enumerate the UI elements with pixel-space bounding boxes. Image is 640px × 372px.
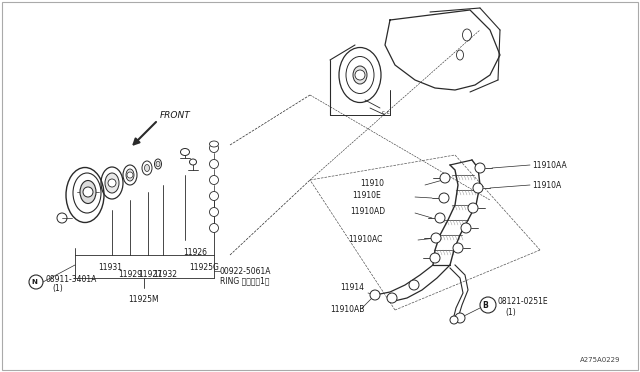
Text: RING リング（1）: RING リング（1）: [220, 276, 269, 285]
Circle shape: [439, 193, 449, 203]
Circle shape: [450, 316, 458, 324]
Text: 11931: 11931: [98, 263, 122, 272]
Ellipse shape: [80, 180, 96, 203]
Circle shape: [435, 213, 445, 223]
Text: 08911-3401A: 08911-3401A: [46, 275, 97, 283]
Text: 11910AD: 11910AD: [350, 208, 385, 217]
Ellipse shape: [180, 148, 189, 155]
Circle shape: [83, 187, 93, 197]
Circle shape: [453, 243, 463, 253]
Ellipse shape: [145, 164, 150, 171]
Circle shape: [409, 280, 419, 290]
Circle shape: [475, 163, 485, 173]
Circle shape: [355, 70, 365, 80]
Text: B: B: [482, 301, 488, 310]
Text: 00922-5061A: 00922-5061A: [220, 266, 271, 276]
Circle shape: [209, 224, 218, 232]
Text: (1): (1): [52, 285, 63, 294]
Text: 11925M: 11925M: [129, 295, 159, 304]
Circle shape: [455, 313, 465, 323]
Circle shape: [370, 290, 380, 300]
Text: 11910AA: 11910AA: [532, 160, 567, 170]
Text: 11926: 11926: [183, 248, 207, 257]
Circle shape: [209, 144, 218, 153]
Text: 11910AB: 11910AB: [330, 305, 364, 314]
Circle shape: [430, 253, 440, 263]
Circle shape: [209, 208, 218, 217]
Text: 11914: 11914: [340, 282, 364, 292]
Circle shape: [209, 176, 218, 185]
Text: 11927: 11927: [138, 270, 162, 279]
Circle shape: [387, 293, 397, 303]
Text: N: N: [31, 279, 37, 285]
Ellipse shape: [105, 173, 119, 193]
Text: A275A0229: A275A0229: [579, 357, 620, 363]
Ellipse shape: [189, 159, 196, 165]
Circle shape: [108, 179, 116, 187]
Ellipse shape: [353, 66, 367, 84]
Circle shape: [461, 223, 471, 233]
Ellipse shape: [156, 161, 160, 167]
Circle shape: [468, 203, 478, 213]
Text: 11925G: 11925G: [189, 263, 219, 272]
Circle shape: [209, 192, 218, 201]
Text: 11910AC: 11910AC: [348, 235, 382, 244]
Text: FRONT: FRONT: [160, 110, 191, 119]
Circle shape: [209, 160, 218, 169]
Text: 08121-0251E: 08121-0251E: [498, 298, 548, 307]
Circle shape: [127, 172, 133, 178]
Circle shape: [431, 233, 441, 243]
Circle shape: [440, 173, 450, 183]
Text: c c: c c: [382, 109, 390, 115]
Text: 11932: 11932: [153, 270, 177, 279]
Circle shape: [473, 183, 483, 193]
Text: (1): (1): [505, 308, 516, 317]
Ellipse shape: [126, 169, 134, 181]
Text: 11929: 11929: [118, 270, 142, 279]
Text: 11910A: 11910A: [532, 180, 561, 189]
Text: 11910E: 11910E: [352, 192, 381, 201]
Ellipse shape: [209, 141, 218, 147]
Text: 11910: 11910: [360, 180, 384, 189]
